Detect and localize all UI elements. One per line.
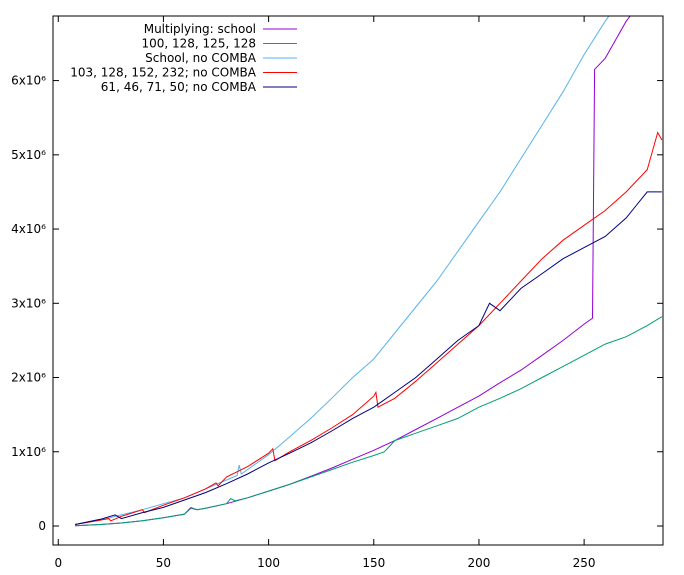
legend-label: 61, 46, 71, 50; no COMBA <box>101 80 257 94</box>
plot-border <box>52 15 664 546</box>
y-tick-label: 0 <box>38 519 46 533</box>
y-tick-label: 3x10⁶ <box>11 296 46 310</box>
series-line-4 <box>74 191 662 525</box>
y-tick-label: 1x10⁶ <box>11 445 46 459</box>
legend-label: 100, 128, 125, 128 <box>141 37 256 51</box>
y-tick-label: 6x10⁶ <box>11 74 46 88</box>
legend-label: 103, 128, 152, 232; no COMBA <box>70 66 257 80</box>
legend-label: Multiplying: school <box>144 22 256 36</box>
y-tick-label: 4x10⁶ <box>11 222 46 236</box>
x-tick-label: 150 <box>362 556 385 570</box>
x-tick-label: 50 <box>156 556 171 570</box>
x-tick-label: 100 <box>257 556 280 570</box>
x-tick-label: 250 <box>573 556 596 570</box>
x-tick-label: 0 <box>54 556 62 570</box>
y-tick-label: 5x10⁶ <box>11 148 46 162</box>
series-lines <box>74 16 663 527</box>
legend-label: School, no COMBA <box>145 51 257 65</box>
series-line-1 <box>75 316 663 527</box>
axis-ticks: 0 50 100 150 200 250 0 1x10⁶ 2x10⁶ 3x10⁶ 4x10⁶ 5x10… <box>11 16 663 570</box>
y-tick-label: 2x10⁶ <box>11 371 46 385</box>
x-tick-label: 200 <box>467 556 490 570</box>
series-line-3 <box>75 131 663 525</box>
